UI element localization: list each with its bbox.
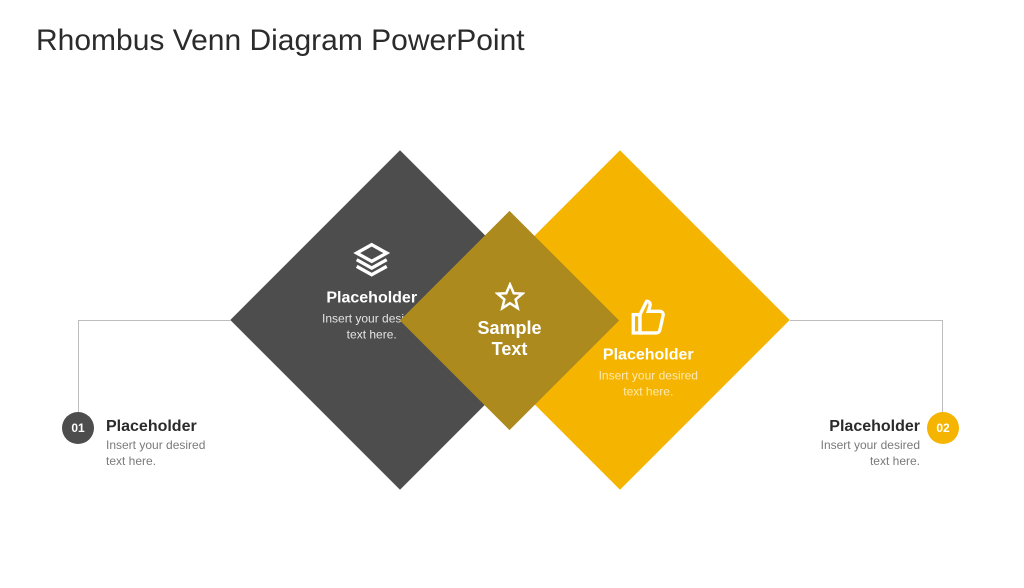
star-icon xyxy=(495,282,525,312)
callout-right-label: Placeholder xyxy=(800,418,920,436)
center-label: SampleText xyxy=(477,318,541,359)
left-block-label: Placeholder xyxy=(326,290,417,308)
venn-diagram: Placeholder Insert your desiredtext here… xyxy=(0,0,1024,576)
callout-right-desc: Insert your desiredtext here. xyxy=(800,438,920,469)
left-connector xyxy=(78,320,231,428)
right-connector xyxy=(790,320,943,428)
right-block-label: Placeholder xyxy=(603,347,694,365)
callout-right: Placeholder Insert your desiredtext here… xyxy=(800,418,920,469)
callout-left: Placeholder Insert your desiredtext here… xyxy=(106,418,205,469)
layers-icon xyxy=(352,240,392,280)
overlap-rhombus: SampleText xyxy=(400,211,619,430)
callout-left-label: Placeholder xyxy=(106,418,205,436)
badge-right: 02 xyxy=(927,412,959,444)
thumbs-up-icon xyxy=(628,297,668,337)
right-block-desc: Insert your desiredtext here. xyxy=(599,369,698,400)
badge-left: 01 xyxy=(62,412,94,444)
callout-left-desc: Insert your desiredtext here. xyxy=(106,438,205,469)
